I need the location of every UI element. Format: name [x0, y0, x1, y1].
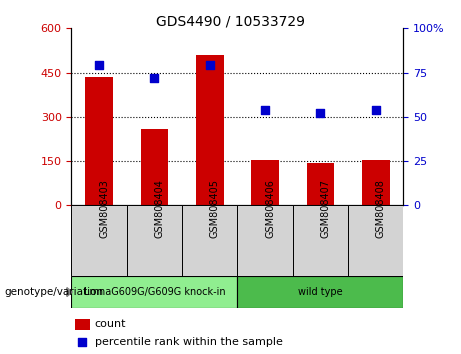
Text: GSM808407: GSM808407 [320, 179, 331, 238]
Bar [196, 55, 224, 205]
Text: count: count [95, 319, 126, 329]
Bar [237, 276, 403, 308]
Point [95, 63, 103, 68]
Bar [85, 77, 113, 205]
Bar [348, 205, 403, 276]
Text: GSM808408: GSM808408 [376, 179, 386, 238]
Text: GSM808404: GSM808404 [154, 179, 165, 238]
Text: GSM808406: GSM808406 [265, 179, 275, 238]
Point [151, 75, 158, 81]
Bar [141, 129, 168, 205]
Bar [362, 160, 390, 205]
Bar [293, 205, 348, 276]
Point [372, 107, 379, 113]
Bar [182, 205, 237, 276]
FancyArrow shape [67, 287, 72, 297]
Text: genotype/variation: genotype/variation [5, 287, 104, 297]
Text: GSM808405: GSM808405 [210, 179, 220, 238]
Bar [127, 205, 182, 276]
Text: GDS4490 / 10533729: GDS4490 / 10533729 [156, 14, 305, 28]
Text: wild type: wild type [298, 287, 343, 297]
Point [79, 339, 86, 344]
Text: LmnaG609G/G609G knock-in: LmnaG609G/G609G knock-in [83, 287, 225, 297]
Bar [307, 163, 334, 205]
Bar [237, 205, 293, 276]
Bar [71, 205, 127, 276]
Point [206, 63, 213, 68]
Text: percentile rank within the sample: percentile rank within the sample [95, 337, 283, 347]
Bar [75, 319, 90, 330]
Bar [251, 160, 279, 205]
Point [261, 107, 269, 113]
Text: GSM808403: GSM808403 [99, 179, 109, 238]
Point [317, 110, 324, 116]
Bar [71, 276, 237, 308]
